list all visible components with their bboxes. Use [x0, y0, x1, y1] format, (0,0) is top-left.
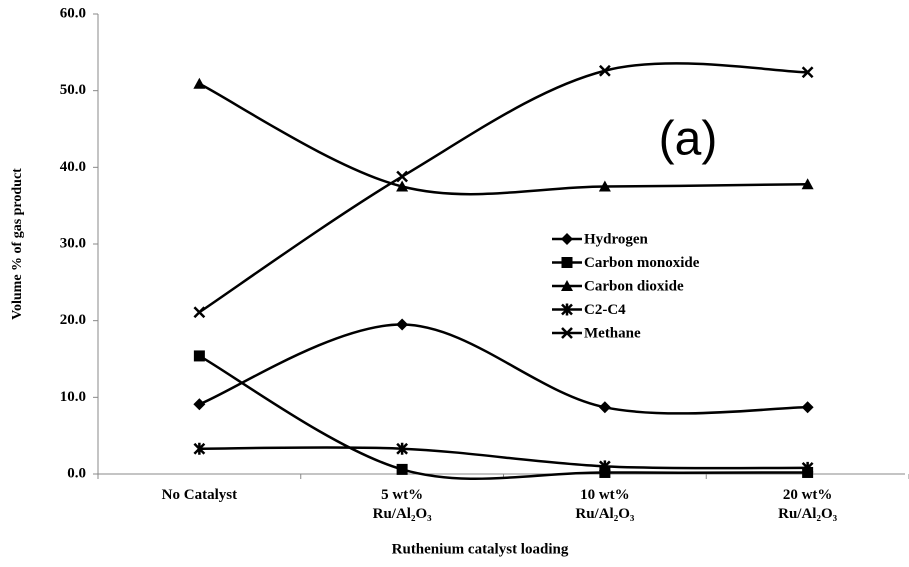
annotation: (a) [659, 113, 718, 166]
y-axis-title: Volume % of gas product [10, 168, 25, 320]
series-line [198, 323, 808, 415]
marker [801, 461, 814, 474]
legend-label: Carbon monoxide [584, 255, 700, 271]
series-line [198, 82, 808, 196]
marker [193, 77, 206, 89]
marker [561, 327, 573, 339]
marker [599, 466, 611, 478]
marker [561, 257, 573, 268]
series-line [198, 62, 808, 314]
legend-label: Methane [584, 325, 641, 341]
marker [396, 442, 409, 455]
marker [193, 306, 206, 319]
marker [561, 280, 573, 291]
marker [193, 350, 205, 362]
y-tick-label: 60.0 [60, 5, 86, 21]
y-tick-label: 30.0 [60, 235, 86, 251]
legend-label: Carbon dioxide [584, 278, 684, 294]
marker [801, 66, 814, 79]
x-tick-label: 5 wt% Ru/Al₂O₃ [372, 487, 432, 522]
series-line [199, 446, 808, 470]
x-tick-label: 10 wt% Ru/Al₂O₃ [575, 487, 635, 522]
marker [598, 180, 611, 192]
x-axis-title: Ruthenium catalyst loading [392, 541, 569, 557]
marker [801, 401, 814, 414]
marker [396, 318, 409, 331]
marker [396, 170, 409, 183]
marker [598, 401, 611, 414]
y-tick-label: 40.0 [60, 159, 86, 175]
marker [561, 303, 573, 316]
legend-label: C2-C4 [584, 302, 626, 318]
marker [396, 180, 409, 192]
marker [598, 460, 611, 473]
marker [193, 442, 206, 455]
marker [598, 64, 611, 77]
x-tick-label: 20 wt% Ru/Al₂O₃ [778, 487, 838, 522]
marker [396, 463, 408, 475]
marker [193, 398, 206, 411]
y-tick-label: 50.0 [60, 82, 86, 98]
legend-label: Hydrogen [584, 231, 649, 247]
y-tick-label: 10.0 [60, 389, 86, 405]
x-tick-label: No Catalyst [161, 487, 238, 503]
y-tick-label: 0.0 [67, 465, 86, 481]
y-tick-label: 20.0 [60, 312, 86, 328]
series-line [198, 354, 808, 480]
marker [801, 178, 814, 190]
marker [561, 233, 573, 245]
